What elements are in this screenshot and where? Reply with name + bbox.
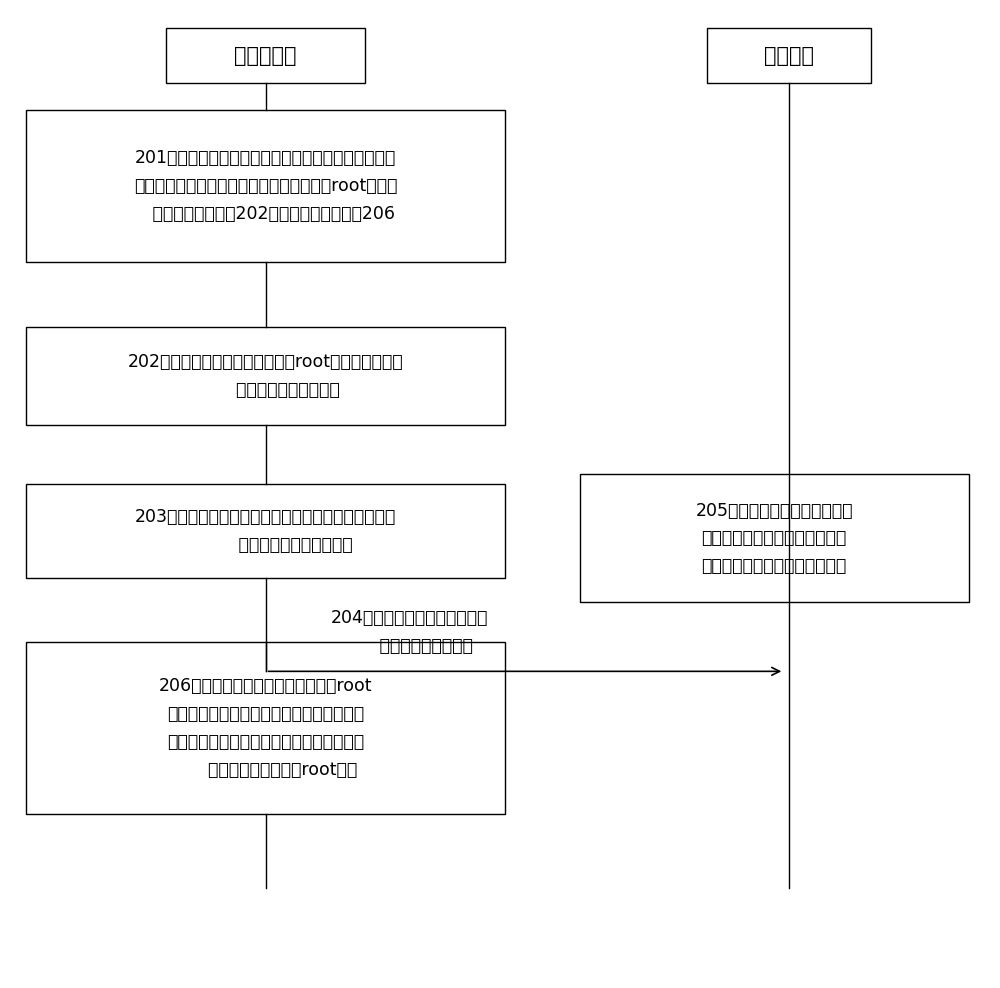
Text: 205、终端系统响应于接收到的
目标状态修改指令，将指定功能
设置为状态修改操作对应的状态: 205、终端系统响应于接收到的 目标状态修改指令，将指定功能 设置为状态修改操作… — [695, 502, 853, 575]
Text: 203、应用客户端根据终端系统标识，从预设指令列表
           中获取目标状态修改指令: 203、应用客户端根据终端系统标识，从预设指令列表 中获取目标状态修改指令 — [135, 508, 396, 554]
Text: 应用客户端: 应用客户端 — [234, 45, 297, 65]
Bar — [26, 484, 505, 578]
Text: 终端系统: 终端系统 — [764, 45, 814, 65]
Bar — [166, 29, 365, 83]
Bar — [580, 474, 969, 603]
Text: 201、当应用客户端检测到对应用的指定功能的状态修
改操作时，检测应用是否具有对终端系统的root权限，
   如果是，执行步骤202，如果否，执行步骤206: 201、当应用客户端检测到对应用的指定功能的状态修 改操作时，检测应用是否具有对… — [134, 149, 397, 223]
Text: 202、如果应用具有对终端系统的root权限，则应用客
        户端获取终端系统标识: 202、如果应用具有对终端系统的root权限，则应用客 户端获取终端系统标识 — [128, 353, 403, 399]
Bar — [26, 110, 505, 263]
Bar — [26, 642, 505, 814]
Bar — [707, 29, 871, 83]
Text: 204、应用客户端向终端系统发
         送目标状态修改指令: 204、应用客户端向终端系统发 送目标状态修改指令 — [330, 609, 488, 655]
Text: 206、如果应用不具有对终端系统的root
权限，则应用客户端不响应状态修改操作，
并显示提示消息，该提示消息用于提示应用
      不具有对终端系统的roo: 206、如果应用不具有对终端系统的root 权限，则应用客户端不响应状态修改操作… — [159, 678, 372, 779]
Bar — [26, 326, 505, 425]
